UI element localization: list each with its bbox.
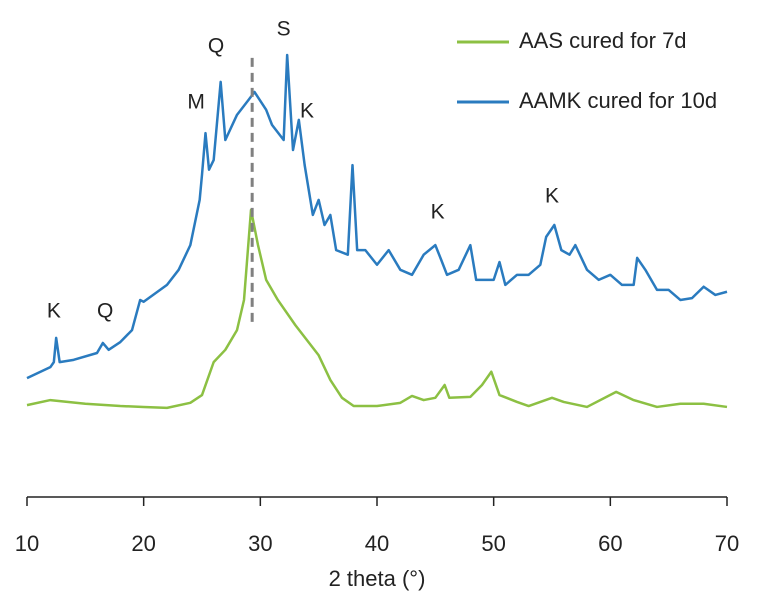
peak-label: S [277, 17, 291, 40]
peak-label: K [545, 185, 559, 208]
peak-label: K [431, 201, 445, 224]
peak-label: Q [97, 299, 113, 322]
peak-label: K [300, 100, 314, 123]
x-tick-label: 40 [365, 531, 389, 556]
legend-label: AAMK cured for 10d [519, 88, 717, 113]
data-line [26, 208, 728, 410]
x-tick-label: 50 [481, 531, 505, 556]
peak-label: Q [208, 34, 224, 57]
legend-label: AAS cured for 7d [519, 28, 687, 53]
peak-label: M [187, 90, 205, 113]
x-axis-title: 2 theta (°) [329, 566, 426, 591]
peak-label: K [47, 299, 61, 322]
data-line [26, 53, 728, 380]
x-tick-label: 70 [715, 531, 739, 556]
x-tick-label: 30 [248, 531, 272, 556]
x-tick-label: 10 [15, 531, 39, 556]
x-tick-label: 20 [131, 531, 155, 556]
x-tick-label: 60 [598, 531, 622, 556]
